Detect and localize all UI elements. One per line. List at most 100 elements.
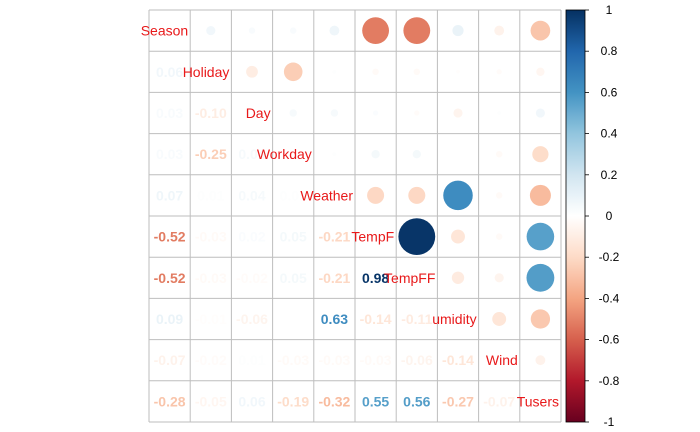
corr-value-tusers-tempf: 0.55 [362,393,389,409]
corr-value-humidity-tempf: -0.14 [360,311,392,327]
number-marks: 0.06 0.03 -0.10 0.03 -0.25 0.04 0.07 0.01 0.04 0.… [154,64,516,410]
corr-circle-holiday-workday [283,62,303,82]
corr-circle-tempf-humidity [451,229,465,244]
corr-circle-workday-wind [495,150,503,158]
corr-value-tusers-humidity: -0.27 [442,393,474,409]
corr-value-tusers-weather: -0.32 [318,393,350,409]
corr-circle-season-day [248,27,256,34]
corr-value-tempff-weather: -0.21 [318,270,350,286]
corr-value-tempf-day: 0.02 [238,229,265,245]
corr-circle-day-tempf [372,110,379,116]
diag-label-season: Season [141,23,188,39]
corr-circle-season-humidity [452,25,464,37]
corr-value-weather-holiday: 0.01 [197,187,224,203]
corr-circle-season-weather [329,25,340,36]
corr-circle-season-tempff [403,17,431,45]
corr-value-tusers-workday: -0.19 [277,393,309,409]
corr-value-tempff-day: -0.02 [236,270,268,286]
corr-circle-tempf-wind [495,233,503,240]
corr-circle-wind-tusers [535,355,546,366]
corr-value-humidity-holiday: -0.01 [195,311,227,327]
corr-value-wind-weather: -0.03 [318,352,350,368]
diag-label-weather: Weather [300,187,353,203]
corr-value-tempf-weather: -0.21 [318,229,350,245]
colorbar-tick-label: 1 [606,3,613,17]
corr-circle-holiday-tempff [413,68,421,76]
corr-value-workday-holiday: -0.25 [195,146,227,162]
corr-circle-holiday-tempf [372,68,379,76]
diag-label-holiday: Holiday [183,64,230,80]
corr-value-tempf-workday: 0.05 [280,229,307,245]
corr-circle-tempff-tusers [526,263,555,292]
corr-circle-weather-tempff [408,186,426,204]
colorbar-tick-label: -0.8 [599,374,620,388]
corr-value-humidity-workday: 0 [289,311,297,327]
corr-circle-humidity-wind [492,312,507,326]
corr-circle-tempf-tempff [398,218,436,256]
corr-circle-season-workday [289,27,297,34]
corr-value-wind-tempf: -0.03 [360,352,392,368]
colorbar-tick-label: 0.4 [601,127,618,141]
colorbar-tick-label: -1 [604,415,615,429]
corr-circle-day-tusers [535,108,545,118]
colorbar: 1 0.8 0.6 0.4 0.2 0 -0.2 -0.4 -0.6 -0.8 -1 [565,3,620,429]
diag-label-day: Day [246,105,271,121]
corr-circle-workday-tempff [412,150,421,159]
corr-value-workday-season: 0.03 [156,146,183,162]
corr-value-tusers-wind: -0.07 [483,393,515,409]
grid [148,9,562,423]
diag-label-tusers: Tusers [517,393,559,409]
corr-value-humidity-season: 0.09 [156,311,183,327]
colorbar-tick-label: 0.2 [601,168,618,182]
corr-value-wind-humidity: -0.14 [442,352,474,368]
corr-circle-season-tusers [530,20,551,41]
corr-value-tempf-season: -0.52 [154,229,186,245]
circle-marks [206,17,555,366]
corr-circle-workday-tempf [371,150,380,159]
corr-value-weather-day: 0.04 [238,187,265,203]
corr-value-wind-tempff: -0.06 [401,352,433,368]
corr-circle-holiday-wind [496,69,502,75]
corr-circle-weather-tempf [367,186,385,204]
colorbar-tick-label: 0.8 [601,44,618,58]
corr-circle-day-tempff [414,110,420,116]
corr-value-tempff-workday: 0.05 [280,270,307,286]
corr-circle-holiday-day [246,65,258,78]
corr-circle-holiday-weather [332,69,337,74]
diag-label-tempf: TempF [351,229,394,245]
corr-circle-season-holiday [206,26,216,36]
corr-circle-day-humidity [453,108,463,118]
corr-value-workday-day: 0.04 [238,146,265,162]
corr-value-tempff-tempf: 0.98 [362,270,389,286]
corr-value-weather-workday: 0.01 [280,187,307,203]
colorbar-tick-label: 0.6 [601,85,618,99]
diag-label-tempff: TempFF [384,270,435,286]
corr-value-weather-season: 0.07 [156,187,183,203]
corr-circle-season-wind [494,25,505,36]
corr-value-day-holiday: -0.10 [195,105,227,121]
corr-circle-season-tempf [362,17,390,45]
corr-circle-day-wind [497,111,502,115]
corr-value-tempff-holiday: -0.03 [195,270,227,286]
corr-value-humidity-tempff: -0.11 [401,311,432,327]
variable-labels: Season Holiday Day Workday Weather TempF TempF… [141,23,559,410]
colorbar-gradient [565,9,586,423]
corr-circle-weather-humidity [443,180,473,211]
colorbar-tick-label: -0.4 [599,291,620,305]
corr-circle-workday-tusers [532,146,549,163]
corr-circle-holiday-humidity [456,69,460,74]
diag-label-humidity: umidity [432,311,476,327]
corr-value-tusers-day: 0.06 [238,393,265,409]
corr-circle-workday-weather [332,152,337,157]
colorbar-tick-label: 0 [606,209,613,223]
corr-circle-weather-wind [495,192,503,199]
corr-value-humidity-weather: 0.63 [321,311,348,327]
colorbar-tick-label: -0.2 [599,250,620,264]
corr-circle-holiday-tusers [536,67,545,76]
corr-value-tusers-tempff: 0.56 [403,393,430,409]
corr-value-day-season: 0.03 [156,105,183,121]
corr-circle-day-workday [289,109,297,117]
corr-circle-tempf-tusers [526,222,555,251]
colorbar-tick-label: -0.6 [599,333,620,347]
